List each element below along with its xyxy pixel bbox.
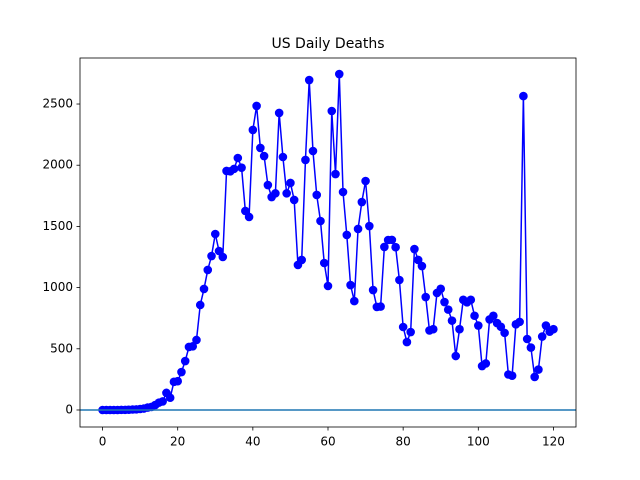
data-point	[195, 300, 205, 310]
data-point	[207, 251, 216, 261]
data-point	[421, 292, 430, 302]
data-point	[376, 302, 385, 311]
data-point	[304, 75, 314, 85]
data-point	[361, 176, 370, 186]
data-point	[436, 284, 446, 294]
data-point	[192, 335, 201, 345]
plot-frame	[79, 57, 577, 428]
data-point	[443, 305, 453, 314]
x-tick-label: 40	[245, 435, 260, 449]
data-point	[447, 316, 457, 325]
data-point	[278, 152, 288, 162]
y-tick-label: 1000	[42, 280, 73, 294]
data-point	[173, 376, 182, 386]
data-point	[474, 321, 483, 330]
data-point	[410, 244, 419, 254]
data-point	[526, 343, 536, 352]
data-point	[534, 365, 543, 374]
data-point	[368, 285, 378, 295]
data-point	[282, 189, 291, 198]
data-point	[319, 258, 329, 268]
data-point	[334, 69, 344, 79]
chart-title: US Daily Deaths	[271, 36, 384, 52]
data-point	[417, 261, 427, 271]
data-point	[398, 322, 408, 332]
data-point	[252, 101, 261, 111]
x-tick-label: 100	[467, 435, 490, 449]
data-point	[177, 367, 186, 377]
data-point	[331, 169, 340, 179]
data-point	[406, 327, 415, 337]
data-point	[451, 351, 461, 361]
data-point	[466, 295, 476, 305]
data-point	[549, 324, 558, 334]
data-point	[237, 163, 246, 172]
data-point	[500, 328, 509, 338]
x-tick-label: 80	[396, 435, 411, 449]
data-point	[256, 143, 265, 153]
data-point	[323, 281, 333, 291]
data-point	[327, 106, 337, 116]
data-point	[244, 212, 254, 222]
data-point	[218, 252, 228, 262]
data-point	[530, 372, 539, 382]
data-point	[395, 275, 404, 285]
data-point	[301, 155, 310, 165]
y-tick-label: 500	[50, 341, 73, 355]
data-point	[428, 324, 438, 334]
data-point	[365, 221, 374, 231]
data-point	[519, 91, 528, 101]
x-tick-label: 0	[99, 435, 107, 449]
y-tick-label: 0	[65, 402, 73, 416]
data-point	[312, 190, 322, 200]
data-point	[507, 371, 517, 381]
data-point	[297, 255, 306, 265]
data-point	[199, 284, 209, 294]
y-tick-label: 2500	[42, 97, 73, 111]
y-tick-label: 2000	[42, 158, 73, 172]
data-point	[537, 332, 547, 341]
data-point	[274, 108, 284, 118]
data-point	[481, 359, 491, 368]
data-point	[263, 180, 273, 190]
data-point	[289, 195, 299, 205]
y-tick-label: 1500	[42, 219, 73, 233]
data-point	[259, 151, 269, 161]
data-point	[180, 356, 190, 366]
data-point	[233, 153, 243, 163]
data-point	[271, 189, 280, 198]
data-point	[353, 224, 363, 234]
x-tick-label: 20	[170, 435, 185, 449]
data-point	[338, 187, 348, 197]
data-point	[308, 146, 318, 156]
data-point	[210, 229, 220, 239]
data-point	[455, 324, 464, 334]
data-point	[346, 280, 355, 290]
x-tick-label: 120	[542, 435, 565, 449]
data-point	[440, 297, 449, 307]
data-point	[286, 178, 295, 188]
data-point	[350, 296, 359, 306]
data-point	[188, 342, 198, 351]
data-point	[357, 197, 367, 207]
data-point	[391, 242, 400, 252]
data-point	[387, 235, 397, 245]
data-point	[248, 125, 258, 135]
x-tick-label: 60	[320, 435, 335, 449]
data-point	[380, 242, 389, 252]
data-point	[316, 216, 325, 226]
data-point	[342, 230, 352, 240]
data-point	[522, 334, 532, 344]
data-point	[203, 265, 213, 275]
data-point	[158, 397, 167, 406]
data-point	[402, 337, 412, 347]
data-point	[515, 317, 524, 327]
data-point	[165, 393, 175, 403]
data-point	[470, 311, 479, 321]
data-point	[489, 311, 498, 321]
data-point	[229, 164, 239, 174]
